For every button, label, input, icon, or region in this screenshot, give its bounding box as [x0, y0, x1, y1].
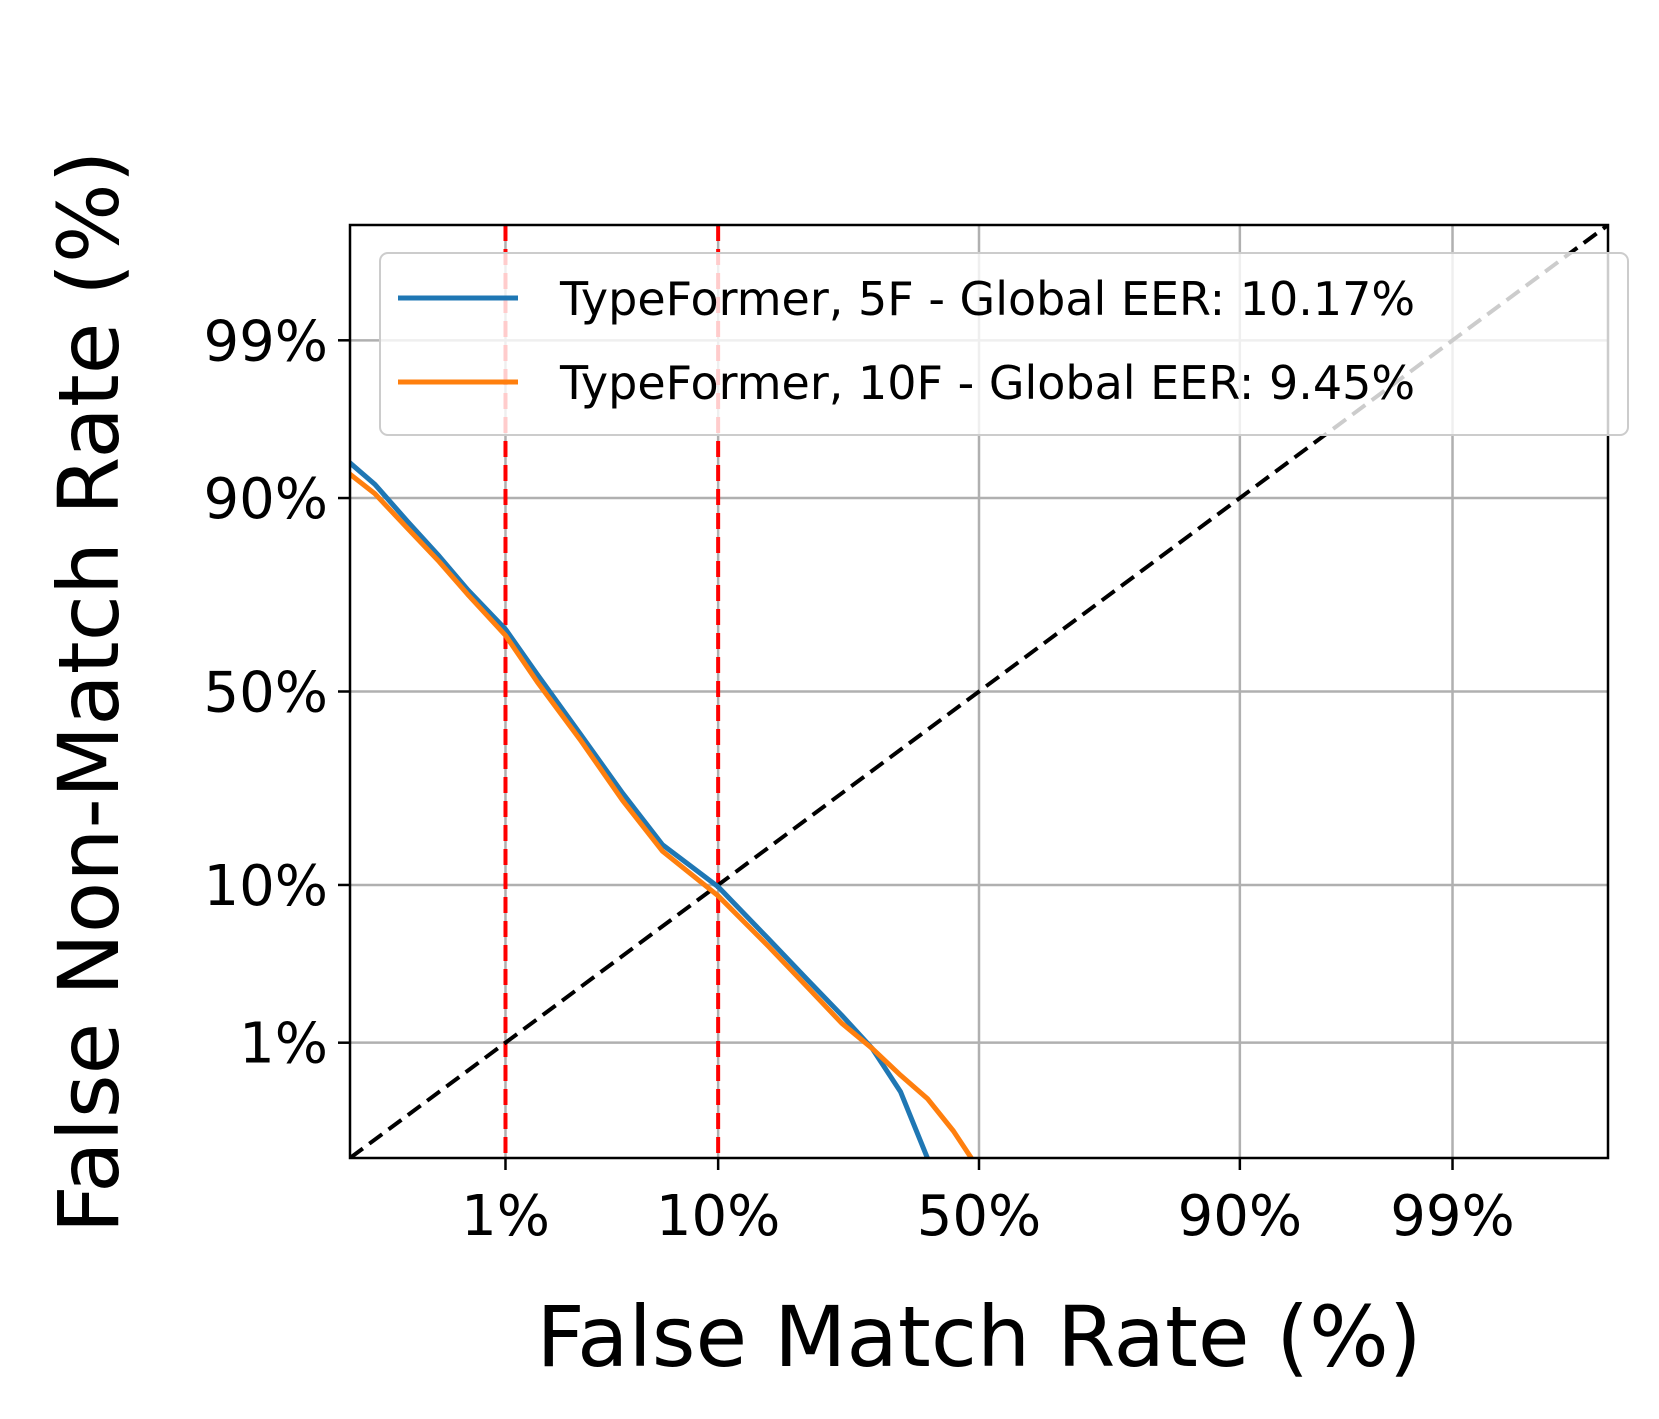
legend-frame: [379, 252, 1629, 436]
series-line-0: [350, 460, 930, 1158]
x-tick-label: 50%: [917, 1184, 1041, 1249]
legend-label-5f: TypeFormer, 5F - Global EER: 10.17%: [559, 272, 1415, 326]
series-lines: [350, 460, 974, 1158]
y-tick-label: 1%: [239, 1012, 328, 1077]
x-tick-label: 99%: [1390, 1184, 1514, 1249]
x-tick-label: 90%: [1178, 1184, 1302, 1249]
x-tick-label: 10%: [656, 1184, 780, 1249]
y-axis-title: False Non-Match Rate (%): [40, 150, 138, 1233]
x-tick-label: 1%: [461, 1184, 550, 1249]
x-axis-title: False Match Rate (%): [536, 1288, 1421, 1386]
y-tick-label: 90%: [204, 467, 328, 532]
legend-label-10f: TypeFormer, 10F - Global EER: 9.45%: [559, 356, 1415, 410]
axis-ticks: 1% 10% 50% 90% 99% 1% 10% 50% 90% 99%: [204, 309, 1515, 1249]
y-tick-label: 10%: [204, 854, 328, 919]
y-tick-label: 99%: [204, 309, 328, 374]
y-tick-label: 50%: [204, 661, 328, 726]
series-line-1: [350, 471, 974, 1158]
legend: TypeFormer, 5F - Global EER: 10.17% Type…: [379, 252, 1629, 436]
